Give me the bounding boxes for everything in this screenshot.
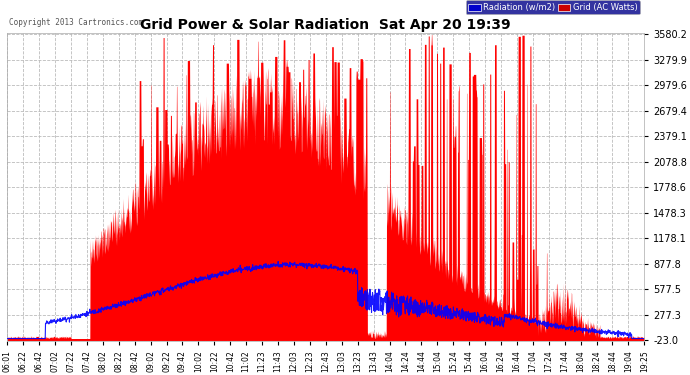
Text: Copyright 2013 Cartronics.com: Copyright 2013 Cartronics.com — [8, 18, 143, 27]
Title: Grid Power & Solar Radiation  Sat Apr 20 19:39: Grid Power & Solar Radiation Sat Apr 20 … — [141, 18, 511, 32]
Legend: Radiation (w/m2), Grid (AC Watts): Radiation (w/m2), Grid (AC Watts) — [466, 0, 640, 15]
